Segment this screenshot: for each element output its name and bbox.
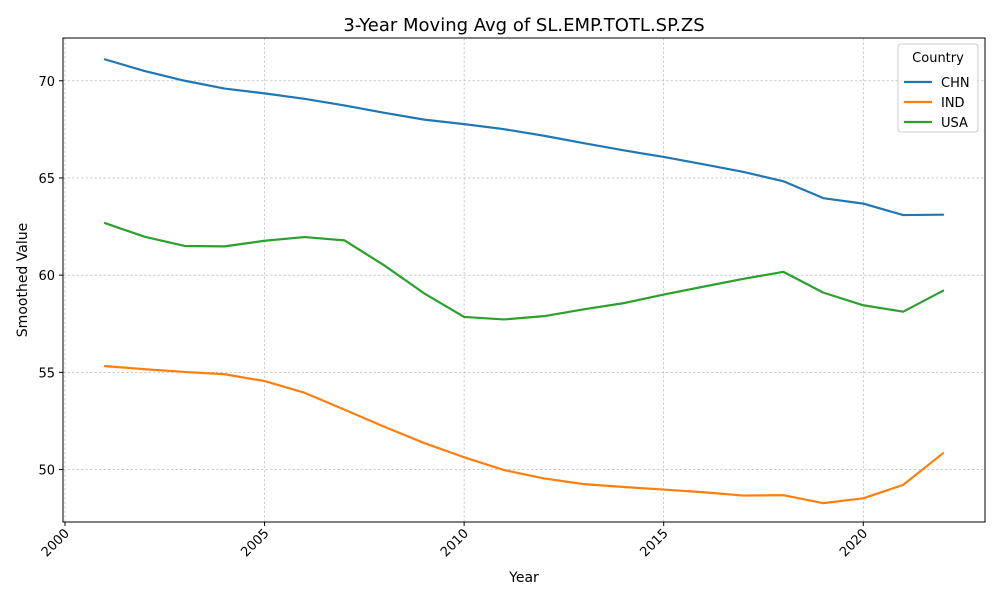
legend-label-usa: USA	[941, 116, 968, 131]
legend-label-ind: IND	[941, 96, 965, 111]
y-tick-label: 50	[38, 464, 55, 479]
series-lines	[103, 58, 945, 505]
y-axis-label: Smoothed Value	[15, 223, 31, 337]
grid	[63, 38, 985, 522]
series-line-chn	[103, 58, 945, 217]
legend-frame	[897, 43, 979, 133]
series-line-usa	[103, 221, 945, 321]
legend-label-chn: CHN	[941, 76, 970, 91]
plot-frame	[62, 37, 986, 523]
legend-title: Country	[912, 51, 964, 66]
series-line-ind	[103, 365, 945, 505]
y-tick-label: 70	[38, 75, 55, 90]
chart-title: 3-Year Moving Avg of SL.EMP.TOTL.SP.ZS	[343, 15, 704, 36]
legend: Country CHN IND USA	[897, 43, 979, 133]
y-tick-label: 55	[38, 366, 55, 381]
x-axis-label: Year	[508, 570, 539, 586]
y-tick-label: 65	[38, 172, 55, 187]
y-tick-label: 60	[38, 269, 55, 284]
